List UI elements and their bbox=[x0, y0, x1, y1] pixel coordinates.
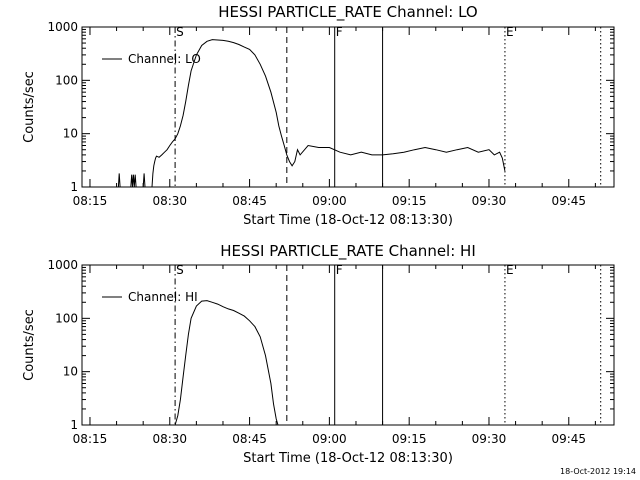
footer-timestamp: 18-Oct-2012 19:14 bbox=[560, 467, 636, 476]
chart1-y-axis-label: Counts/sec bbox=[22, 309, 37, 381]
chart0-y-tick-label: 100 bbox=[55, 73, 78, 87]
chart0-x-tick-label: 09:00 bbox=[312, 194, 347, 208]
chart0-x-tick-label: 08:30 bbox=[152, 194, 187, 208]
chart1-x-tick-label: 08:45 bbox=[232, 432, 267, 446]
chart1-series-line bbox=[174, 300, 279, 426]
chart-panel-lo: HESSI PARTICLE_RATE Channel: LO 1 10 100 100… bbox=[22, 3, 615, 228]
chart1-title: HESSI PARTICLE_RATE Channel: HI bbox=[220, 242, 476, 261]
chart0-x-axis-label: Start Time (18-Oct-12 08:13:30) bbox=[243, 213, 453, 228]
chart-panel-hi: HESSI PARTICLE_RATE Channel: HI 1 10 100 100… bbox=[22, 242, 615, 466]
chart1-x-tick-label: 09:45 bbox=[551, 432, 586, 446]
chart0-title: HESSI PARTICLE_RATE Channel: LO bbox=[218, 3, 477, 22]
chart0-legend-label: Channel: LO bbox=[128, 52, 201, 66]
chart0-x-tick-label: 08:45 bbox=[232, 194, 267, 208]
chart1-x-tick-label: 09:15 bbox=[392, 432, 427, 446]
chart1-marker-label: F bbox=[336, 263, 343, 277]
chart0-y-tick-label: 1 bbox=[70, 180, 78, 194]
chart1-x-tick-label: 09:30 bbox=[472, 432, 507, 446]
chart0-marker-label: S bbox=[176, 25, 184, 39]
chart0-x-tick-label: 08:15 bbox=[73, 194, 108, 208]
chart1-y-tick-label: 1000 bbox=[47, 258, 78, 272]
chart0-x-tick-label: 09:30 bbox=[472, 194, 507, 208]
chart1-y-tick-label: 1 bbox=[70, 418, 78, 432]
chart0-plot-frame bbox=[81, 26, 615, 188]
chart0-y-tick-label: 10 bbox=[63, 127, 78, 141]
chart1-x-tick-label: 09:00 bbox=[312, 432, 347, 446]
chart0-y-axis-label: Counts/sec bbox=[22, 71, 37, 143]
chart1-plot-frame bbox=[81, 264, 615, 426]
chart1-y-tick-label: 100 bbox=[55, 311, 78, 325]
chart0-y-tick-label: 1000 bbox=[47, 20, 78, 34]
chart0-marker-label: E bbox=[506, 25, 514, 39]
chart1-y-tick-label: 10 bbox=[63, 365, 78, 379]
chart1-x-axis-label: Start Time (18-Oct-12 08:13:30) bbox=[243, 451, 453, 466]
chart0-series-line bbox=[117, 39, 506, 188]
chart1-marker-label: E bbox=[506, 263, 514, 277]
chart0-x-tick-label: 09:15 bbox=[392, 194, 427, 208]
chart1-x-tick-label: 08:30 bbox=[152, 432, 187, 446]
chart1-legend-label: Channel: HI bbox=[128, 290, 198, 304]
chart1-x-tick-label: 08:15 bbox=[73, 432, 108, 446]
chart0-x-tick-label: 09:45 bbox=[551, 194, 586, 208]
chart0-marker-label: F bbox=[336, 25, 343, 39]
chart1-marker-label: S bbox=[176, 263, 184, 277]
